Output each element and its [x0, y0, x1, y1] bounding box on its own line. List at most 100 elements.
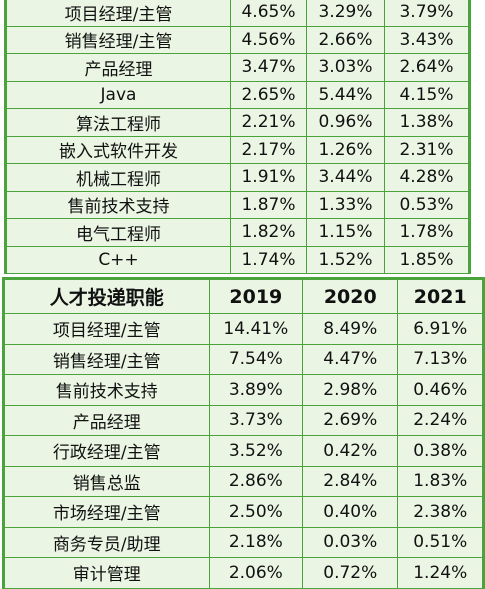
value-cell-col3: 1.38%: [384, 108, 470, 137]
value-cell-col1: 2.21%: [230, 108, 307, 137]
header-2020: 2020: [302, 278, 399, 314]
value-cell-col3: 1.24%: [397, 557, 484, 589]
value-cell-col3: 4.28%: [384, 163, 470, 192]
value-cell-col3: 1.85%: [384, 245, 470, 274]
value-cell-col1: 1.87%: [230, 190, 307, 219]
table-row: 项目经理/主管 14.41% 8.49% 6.91%: [3, 313, 484, 345]
value-cell-col3: 3.43%: [384, 25, 470, 54]
job-cell: 销售经理/主管: [3, 343, 210, 375]
value-cell-col1: 3.52%: [208, 435, 304, 467]
value-cell-col3: 6.91%: [397, 313, 484, 345]
job-cell: 电气工程师: [5, 218, 231, 247]
job-cell: Java: [5, 80, 231, 109]
value-cell-col2: 1.26%: [306, 135, 385, 164]
value-cell-col3: 4.15%: [384, 80, 470, 109]
value-cell-col2: 2.69%: [302, 404, 399, 436]
table-row: 销售总监 2.86% 2.84% 1.83%: [3, 465, 484, 497]
value-cell-col3: 0.51%: [397, 526, 484, 558]
job-cell: 项目经理/主管: [5, 0, 231, 27]
header-row: 人才投递职能 2019 2020 2021: [3, 278, 484, 314]
table-row: 审计管理 2.06% 0.72% 1.24%: [3, 557, 484, 589]
job-cell: 算法工程师: [5, 108, 231, 137]
job-cell: 销售总监: [3, 465, 210, 497]
table-row: 市场经理/主管 2.50% 0.40% 2.38%: [3, 496, 484, 528]
header-2021: 2021: [397, 278, 484, 314]
table-row: 电气工程师 1.82% 1.15% 1.78%: [5, 218, 470, 247]
value-cell-col2: 3.29%: [306, 0, 385, 27]
table-row: 产品经理 3.47% 3.03% 2.64%: [5, 53, 470, 82]
value-cell-col1: 2.17%: [230, 135, 307, 164]
value-cell-col2: 1.15%: [306, 218, 385, 247]
value-cell-col2: 2.98%: [302, 374, 399, 406]
value-cell-col3: 2.31%: [384, 135, 470, 164]
table-row: C++ 1.74% 1.52% 1.85%: [5, 245, 470, 274]
table-row: 销售经理/主管 7.54% 4.47% 7.13%: [3, 343, 484, 375]
table-row: 销售经理/主管 4.56% 2.66% 3.43%: [5, 25, 470, 54]
value-cell-col3: 0.53%: [384, 190, 470, 219]
value-cell-col2: 3.44%: [306, 163, 385, 192]
value-cell-col1: 3.47%: [230, 53, 307, 82]
table-row: 嵌入式软件开发 2.17% 1.26% 2.31%: [5, 135, 470, 164]
job-cell: 商务专员/助理: [3, 526, 210, 558]
table-row: 售前技术支持 3.89% 2.98% 0.46%: [3, 374, 484, 406]
value-cell-col2: 0.40%: [302, 496, 399, 528]
value-cell-col1: 2.65%: [230, 80, 307, 109]
top-job-share-table: 项目经理/主管 4.65% 3.29% 3.79% 销售经理/主管 4.56% 2.66% 3…: [4, 0, 471, 274]
value-cell-col1: 3.89%: [208, 374, 304, 406]
value-cell-col1: 1.91%: [230, 163, 307, 192]
value-cell-col3: 3.79%: [384, 0, 470, 27]
value-cell-col2: 3.03%: [306, 53, 385, 82]
value-cell-col2: 0.42%: [302, 435, 399, 467]
job-cell: 销售经理/主管: [5, 25, 231, 54]
value-cell-col2: 0.72%: [302, 557, 399, 589]
value-cell-col1: 1.74%: [230, 245, 307, 274]
job-cell: 嵌入式软件开发: [5, 135, 231, 164]
value-cell-col2: 0.96%: [306, 108, 385, 137]
job-cell: 项目经理/主管: [3, 313, 210, 345]
value-cell-col3: 2.38%: [397, 496, 484, 528]
value-cell-col3: 2.24%: [397, 404, 484, 436]
table-row: 项目经理/主管 4.65% 3.29% 3.79%: [5, 0, 470, 27]
table-row: 售前技术支持 1.87% 1.33% 0.53%: [5, 190, 470, 219]
value-cell-col1: 2.86%: [208, 465, 304, 497]
value-cell-col1: 2.06%: [208, 557, 304, 589]
table-row: 商务专员/助理 2.18% 0.03% 0.51%: [3, 526, 484, 558]
value-cell-col1: 7.54%: [208, 343, 304, 375]
value-cell-col1: 14.41%: [208, 313, 304, 345]
value-cell-col1: 2.50%: [208, 496, 304, 528]
table-row: 产品经理 3.73% 2.69% 2.24%: [3, 404, 484, 436]
job-cell: 行政经理/主管: [3, 435, 210, 467]
job-cell: C++: [5, 245, 231, 274]
job-cell: 机械工程师: [5, 163, 231, 192]
value-cell-col1: 4.56%: [230, 25, 307, 54]
value-cell-col3: 2.64%: [384, 53, 470, 82]
value-cell-col2: 2.84%: [302, 465, 399, 497]
value-cell-col2: 5.44%: [306, 80, 385, 109]
value-cell-col2: 2.66%: [306, 25, 385, 54]
value-cell-col3: 0.46%: [397, 374, 484, 406]
value-cell-col3: 0.38%: [397, 435, 484, 467]
value-cell-col3: 7.13%: [397, 343, 484, 375]
value-cell-col1: 1.82%: [230, 218, 307, 247]
value-cell-col2: 1.33%: [306, 190, 385, 219]
value-cell-col1: 2.18%: [208, 526, 304, 558]
value-cell-col1: 3.73%: [208, 404, 304, 436]
value-cell-col3: 1.78%: [384, 218, 470, 247]
value-cell-col2: 0.03%: [302, 526, 399, 558]
table-row: 机械工程师 1.91% 3.44% 4.28%: [5, 163, 470, 192]
table-row: Java 2.65% 5.44% 4.15%: [5, 80, 470, 109]
value-cell-col1: 4.65%: [230, 0, 307, 27]
job-cell: 审计管理: [3, 557, 210, 589]
table-row: 行政经理/主管 3.52% 0.42% 0.38%: [3, 435, 484, 467]
table-row: 算法工程师 2.21% 0.96% 1.38%: [5, 108, 470, 137]
job-cell: 产品经理: [5, 53, 231, 82]
value-cell-col2: 4.47%: [302, 343, 399, 375]
header-2019: 2019: [208, 278, 304, 314]
job-cell: 产品经理: [3, 404, 210, 436]
value-cell-col2: 1.52%: [306, 245, 385, 274]
value-cell-col2: 8.49%: [302, 313, 399, 345]
applicant-job-share-table: 人才投递职能 2019 2020 2021 项目经理/主管 14.41% 8.49%…: [2, 277, 485, 589]
job-cell: 售前技术支持: [5, 190, 231, 219]
value-cell-col3: 1.83%: [397, 465, 484, 497]
job-cell: 市场经理/主管: [3, 496, 210, 528]
